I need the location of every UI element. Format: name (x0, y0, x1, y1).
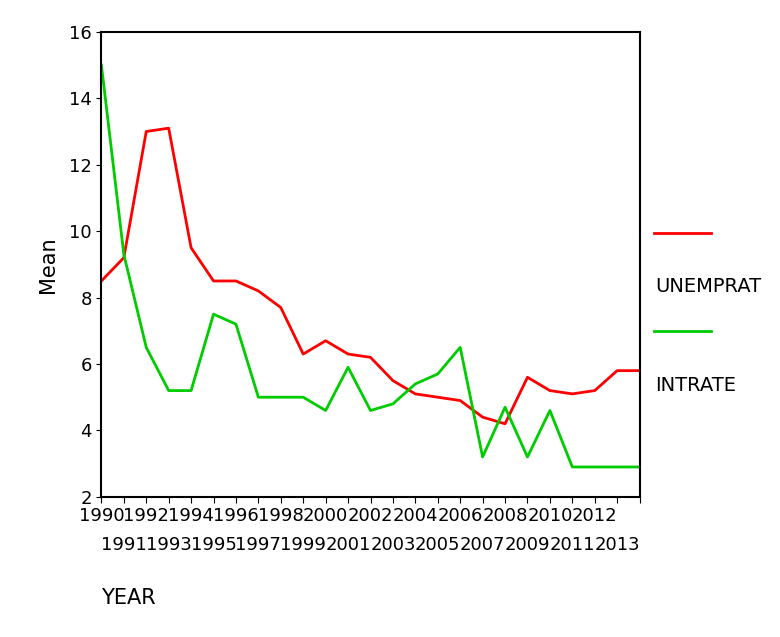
Text: 1999: 1999 (280, 536, 326, 554)
Text: 2009: 2009 (505, 536, 550, 554)
Text: 1993: 1993 (146, 536, 192, 554)
Text: 2003: 2003 (370, 536, 416, 554)
Text: INTRATE: INTRATE (655, 376, 736, 395)
Text: 2005: 2005 (415, 536, 460, 554)
Text: 1995: 1995 (190, 536, 236, 554)
Text: 1991: 1991 (101, 536, 147, 554)
Text: 2013: 2013 (594, 536, 640, 554)
Text: 2001: 2001 (325, 536, 370, 554)
Text: 2011: 2011 (550, 536, 595, 554)
Text: YEAR: YEAR (101, 589, 156, 608)
Text: 2007: 2007 (460, 536, 505, 554)
Text: UNEMPRAT: UNEMPRAT (655, 277, 761, 296)
Text: 1997: 1997 (236, 536, 282, 554)
Y-axis label: Mean: Mean (37, 236, 58, 292)
